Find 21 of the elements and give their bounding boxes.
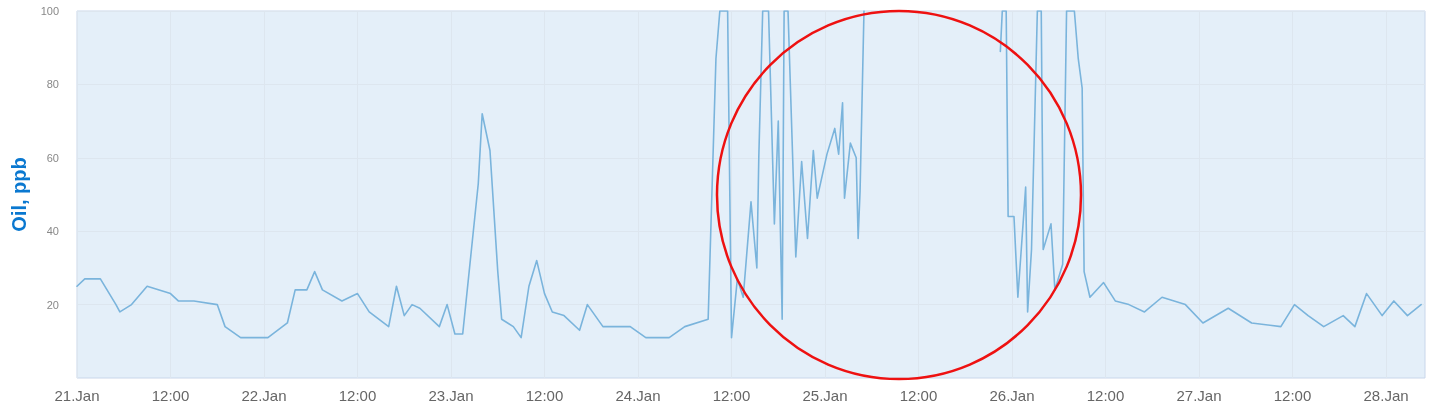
x-tick-label: 12:00 bbox=[899, 387, 938, 404]
x-tick-label: 12:00 bbox=[1086, 387, 1125, 404]
x-tick-label: 26.Jan bbox=[989, 387, 1035, 404]
x-tick-label: 12:00 bbox=[338, 387, 377, 404]
x-tick-label: 23.Jan bbox=[428, 387, 474, 404]
y-tick-label: 20 bbox=[46, 298, 59, 311]
x-tick-label: 12:00 bbox=[151, 387, 190, 404]
x-tick-label: 27.Jan bbox=[1176, 387, 1222, 404]
x-tick-label: 21.Jan bbox=[54, 387, 100, 404]
x-tick-label: 12:00 bbox=[1273, 387, 1312, 404]
y-tick-label: 80 bbox=[46, 78, 59, 91]
y-tick-label: 100 bbox=[40, 5, 59, 17]
x-tick-label: 12:00 bbox=[712, 387, 751, 404]
x-tick-label: 24.Jan bbox=[615, 387, 661, 404]
y-axis-title: Oil, ppb bbox=[8, 157, 30, 232]
y-tick-label: 60 bbox=[46, 151, 59, 164]
x-tick-label: 25.Jan bbox=[802, 387, 848, 404]
x-tick-label: 28.Jan bbox=[1363, 387, 1409, 404]
x-tick-label: 22.Jan bbox=[241, 387, 287, 404]
x-tick-label: 12:00 bbox=[525, 387, 564, 404]
y-tick-label: 40 bbox=[46, 225, 59, 238]
